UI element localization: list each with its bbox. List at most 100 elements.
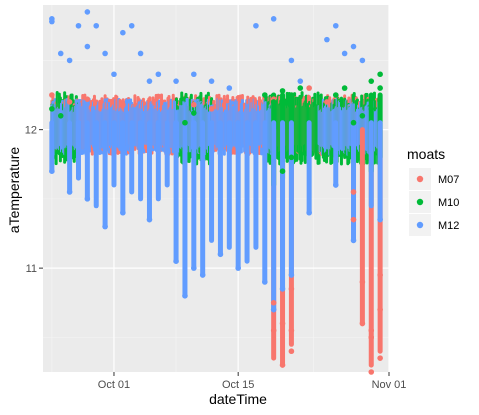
point-m10 bbox=[182, 119, 188, 126]
point-m12 bbox=[66, 57, 73, 64]
point-m12 bbox=[75, 22, 82, 29]
point-m10 bbox=[368, 78, 375, 84]
legend-key-m10 bbox=[416, 198, 424, 206]
point-m12 bbox=[111, 71, 117, 78]
point-m12 bbox=[146, 216, 153, 223]
point-m07 bbox=[350, 189, 357, 195]
x-axis-title: dateTime bbox=[209, 391, 267, 407]
point-m07 bbox=[84, 96, 91, 102]
legend-key-m12 bbox=[416, 221, 424, 229]
plot-panel bbox=[43, 5, 389, 372]
point-m12 bbox=[208, 78, 215, 84]
point-m07 bbox=[324, 99, 330, 105]
point-m12 bbox=[102, 50, 108, 57]
point-m07 bbox=[377, 272, 383, 278]
point-m10 bbox=[377, 85, 383, 91]
point-m10 bbox=[332, 92, 339, 98]
legend-keys: M07 M10 M12 bbox=[409, 168, 459, 236]
data-bands bbox=[49, 90, 383, 368]
point-m10 bbox=[288, 92, 295, 98]
point-m10 bbox=[279, 168, 286, 174]
point-m07 bbox=[155, 93, 162, 100]
point-m07 bbox=[270, 327, 277, 334]
point-m10 bbox=[270, 99, 277, 105]
point-m12 bbox=[128, 22, 135, 29]
point-m12 bbox=[350, 43, 357, 50]
point-m10 bbox=[341, 85, 348, 91]
point-m12 bbox=[297, 78, 304, 84]
legend-label-m07: M07 bbox=[438, 174, 459, 186]
y-tick-label: 11 bbox=[26, 263, 37, 275]
point-m12 bbox=[332, 22, 339, 29]
x-tick-label: Nov 01 bbox=[372, 379, 407, 391]
point-m12 bbox=[49, 168, 55, 174]
point-m12 bbox=[270, 306, 277, 313]
point-m12 bbox=[288, 57, 295, 64]
legend: moats M07 M10 M12 bbox=[407, 146, 459, 236]
point-m10 bbox=[57, 112, 64, 119]
point-m07 bbox=[288, 348, 295, 355]
point-m12 bbox=[84, 43, 91, 50]
point-m07 bbox=[208, 106, 215, 112]
y-axis-title: aTemperature bbox=[6, 147, 22, 234]
point-m10 bbox=[288, 154, 295, 161]
point-m12 bbox=[306, 209, 312, 216]
point-m07 bbox=[377, 306, 383, 313]
point-m12 bbox=[173, 258, 179, 265]
point-m07 bbox=[279, 320, 286, 327]
point-m12 bbox=[49, 18, 55, 25]
point-m07 bbox=[191, 101, 197, 108]
point-m07 bbox=[359, 320, 366, 327]
point-m12 bbox=[146, 78, 153, 84]
legend-label-m10: M10 bbox=[438, 197, 459, 209]
point-m12 bbox=[235, 265, 241, 271]
legend-key-m07 bbox=[416, 175, 424, 183]
point-m12 bbox=[377, 216, 383, 223]
point-m12 bbox=[120, 209, 126, 216]
point-m07 bbox=[49, 92, 55, 98]
point-m10 bbox=[359, 112, 366, 119]
point-m12 bbox=[93, 22, 100, 29]
x-tick-label: Oct 15 bbox=[222, 379, 254, 391]
point-m12 bbox=[350, 237, 357, 244]
point-m10 bbox=[261, 92, 268, 98]
point-m10 bbox=[49, 106, 55, 112]
point-m12 bbox=[359, 57, 366, 64]
point-m10 bbox=[191, 110, 197, 116]
point-m07 bbox=[377, 355, 383, 361]
point-m07 bbox=[270, 299, 277, 306]
point-m12 bbox=[261, 279, 268, 285]
point-m12 bbox=[57, 50, 64, 57]
point-m07 bbox=[279, 362, 286, 368]
point-m07 bbox=[66, 99, 73, 105]
point-m12 bbox=[137, 50, 144, 57]
point-m12 bbox=[226, 85, 233, 91]
point-m10 bbox=[350, 119, 357, 126]
point-m12 bbox=[332, 182, 339, 188]
point-m07 bbox=[368, 334, 375, 341]
point-m12 bbox=[84, 9, 91, 15]
data-points bbox=[49, 9, 383, 375]
point-m07 bbox=[350, 216, 357, 223]
legend-label-m12: M12 bbox=[438, 220, 459, 232]
point-m12 bbox=[217, 251, 224, 258]
point-m07 bbox=[288, 327, 295, 334]
point-m12 bbox=[270, 16, 277, 22]
point-m07 bbox=[368, 369, 375, 375]
point-m12 bbox=[191, 71, 197, 78]
point-m07 bbox=[359, 279, 366, 285]
point-m10 bbox=[297, 85, 304, 91]
point-m10 bbox=[279, 88, 286, 94]
point-m12 bbox=[66, 189, 73, 195]
y-tick-label: 12 bbox=[25, 125, 37, 137]
x-axis: Oct 01 Oct 15 Nov 01 bbox=[98, 372, 407, 391]
x-tick-label: Oct 01 bbox=[98, 379, 130, 391]
point-m12 bbox=[155, 71, 162, 78]
point-m12 bbox=[84, 196, 91, 202]
point-m07 bbox=[306, 85, 312, 91]
point-m12 bbox=[173, 78, 179, 84]
point-m12 bbox=[182, 293, 188, 299]
point-m12 bbox=[279, 286, 286, 292]
point-m12 bbox=[191, 265, 197, 271]
